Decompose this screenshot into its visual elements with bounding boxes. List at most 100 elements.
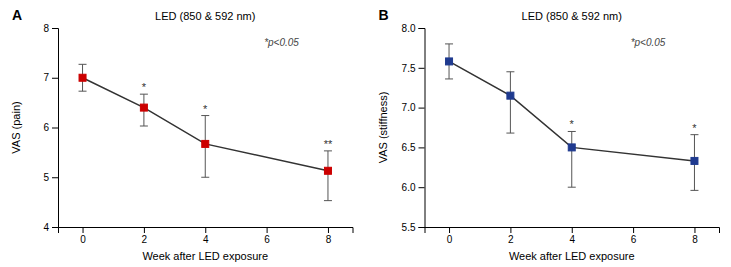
y-tick: 7.0: [402, 102, 425, 113]
y-tick: 8.0: [402, 23, 425, 34]
x-axis: 0 2 4 6 8: [425, 227, 720, 245]
x-tick-mark: [83, 227, 84, 233]
y-tick: 5.5: [402, 222, 425, 233]
y-tick-mark: [419, 28, 425, 29]
significance-annotation: *: [692, 122, 697, 134]
y-tick-mark: [419, 227, 425, 228]
marks: [445, 44, 698, 190]
x-tick: 0: [80, 227, 86, 245]
error-bar: [324, 151, 332, 201]
y-tick-mark: [419, 187, 425, 188]
marker: [507, 92, 514, 99]
significance-note: *p<0.05: [264, 37, 299, 48]
x-tick-mark: [144, 227, 145, 233]
y-tick-label: 5: [43, 172, 49, 183]
y-tick-mark: [419, 108, 425, 109]
title: LED (850 & 592 nm): [155, 10, 255, 22]
x-tick-label: 8: [326, 234, 332, 245]
y-tick-label: 8.0: [402, 23, 416, 34]
chart: 0 2 4 6 8 4 5 6 7 8 Week after LED exposure VAS (pa…: [0, 0, 731, 267]
error-bar: [201, 116, 209, 178]
y-tick-mark: [52, 177, 58, 178]
error-bar: [506, 72, 514, 133]
x-tick-label: 2: [142, 234, 148, 245]
x-tick-label: 6: [264, 234, 270, 245]
error-bar: [140, 94, 148, 126]
x-tick: 4: [569, 227, 575, 245]
x-tick-mark: [328, 227, 329, 233]
significance-annotation: **: [324, 138, 333, 150]
title: LED (850 & 592 nm): [522, 10, 622, 22]
y-tick-label: 7: [43, 72, 49, 83]
panel: 0 2 4 6 8 5.5 6.0 6.5 7.0 7.5 8.0 Week after LED ex…: [377, 7, 720, 262]
panel-label: B: [379, 7, 389, 23]
y-tick: 7: [43, 72, 58, 83]
panel-label: A: [12, 7, 22, 23]
x-tick-mark: [205, 227, 206, 233]
x-tick-label: 2: [508, 234, 514, 245]
y-tick-label: 8: [43, 23, 49, 34]
y-tick-label: 6: [43, 122, 49, 133]
x-tick: 4: [203, 227, 209, 245]
x-tick: 2: [508, 227, 514, 245]
x-tick-label: 0: [80, 234, 86, 245]
x-tick-mark: [694, 227, 695, 233]
x-tick-mark: [633, 227, 634, 233]
marker: [691, 157, 698, 164]
y-tick-mark: [419, 147, 425, 148]
y-tick: 6.0: [402, 182, 425, 193]
y-tick-label: 7.5: [402, 63, 416, 74]
x-tick: 2: [142, 227, 148, 245]
x-tick: 0: [447, 227, 453, 245]
x-tick-label: 4: [569, 234, 575, 245]
x-tick-mark: [510, 227, 511, 233]
x-tick-label: 4: [203, 234, 209, 245]
marker: [446, 58, 453, 65]
marker: [568, 144, 575, 151]
x-tick: 6: [264, 227, 270, 245]
error-bar: [568, 131, 576, 187]
y-tick: 6.5: [402, 142, 425, 153]
significance-note: *p<0.05: [631, 37, 666, 48]
x-tick-mark: [449, 227, 450, 233]
y-tick-mark: [419, 68, 425, 69]
significance-annotation: *: [570, 118, 575, 130]
y-axis-line: [419, 29, 426, 228]
y-tick-label: 4: [43, 222, 49, 233]
marks: [79, 64, 332, 200]
marker: [140, 104, 147, 111]
marker: [79, 74, 86, 81]
x-tick: 8: [692, 227, 698, 245]
y-axis-line: [52, 29, 59, 228]
y-tick: 5: [43, 172, 58, 183]
y-tick-mark: [52, 227, 58, 228]
y-tick: 6: [43, 122, 58, 133]
x-tick-mark: [572, 227, 573, 233]
error-bar: [79, 64, 87, 91]
y-tick: 8: [43, 23, 58, 34]
line: [449, 61, 694, 161]
error-bar: [445, 44, 453, 79]
y-tick-label: 6.0: [402, 182, 416, 193]
panel: 0 2 4 6 8 4 5 6 7 8 Week after LED exposure VAS (pa…: [10, 7, 353, 262]
x-tick-label: 6: [631, 234, 637, 245]
significance-annotation: *: [203, 103, 208, 115]
y-tick: 4: [43, 222, 58, 233]
x-axis-title: Week after LED exposure: [142, 250, 268, 262]
y-tick-mark: [52, 28, 58, 29]
significance-annotation: *: [142, 81, 147, 93]
y-tick-mark: [52, 128, 58, 129]
y-tick-label: 5.5: [402, 222, 416, 233]
x-axis-line: [59, 228, 354, 234]
x-axis-title: Week after LED exposure: [509, 250, 635, 262]
y-tick-label: 7.0: [402, 102, 416, 113]
y-axis-title: VAS (pain): [10, 101, 22, 153]
x-tick-mark: [267, 227, 268, 233]
x-tick: 6: [631, 227, 637, 245]
y-tick-mark: [52, 78, 58, 79]
y-tick-label: 6.5: [402, 142, 416, 153]
x-axis: 0 2 4 6 8: [59, 227, 354, 245]
y-tick: 7.5: [402, 63, 425, 74]
y-axis-title: VAS (stiffness): [377, 92, 389, 164]
marker: [324, 167, 331, 174]
